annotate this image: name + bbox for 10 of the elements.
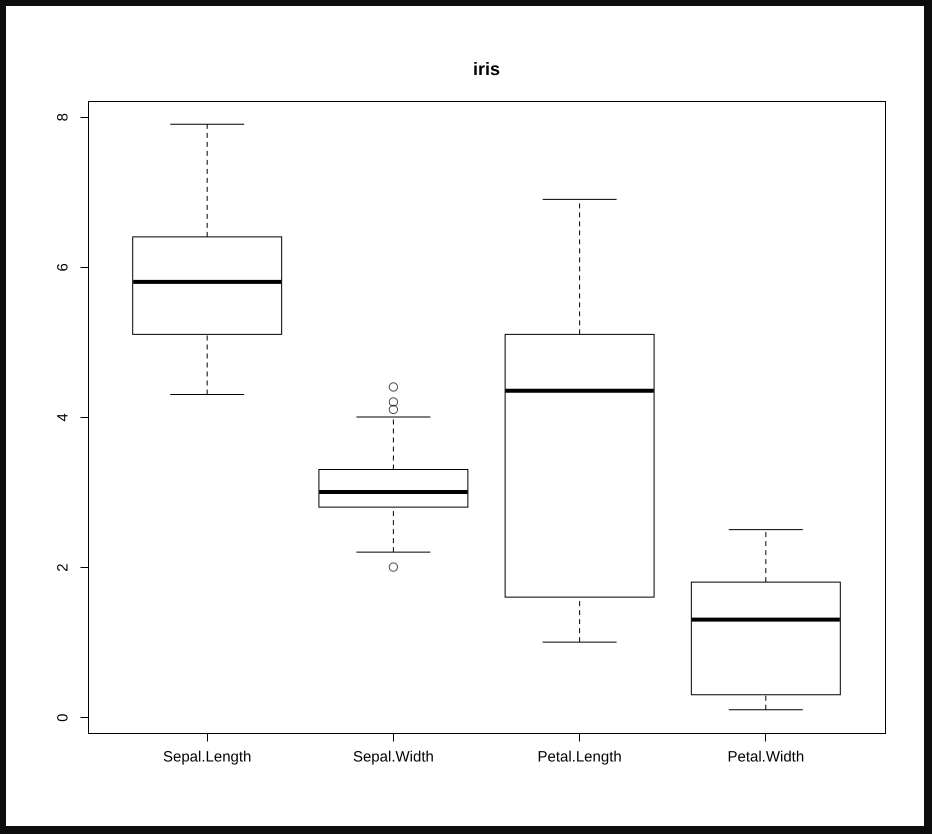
y-tick-label: 8 xyxy=(54,113,72,122)
x-tick-label: Sepal.Length xyxy=(162,748,252,766)
x-tick-label: Petal.Length xyxy=(537,748,622,766)
y-tick-label: 2 xyxy=(54,563,72,572)
y-tick-label: 4 xyxy=(54,413,72,422)
x-tick-label: Sepal.Width xyxy=(352,748,434,766)
y-tick-label: 0 xyxy=(54,714,72,722)
x-tick-label: Petal.Width xyxy=(727,748,804,766)
y-tick-label: 6 xyxy=(54,263,72,272)
chart-title: iris xyxy=(472,59,500,79)
